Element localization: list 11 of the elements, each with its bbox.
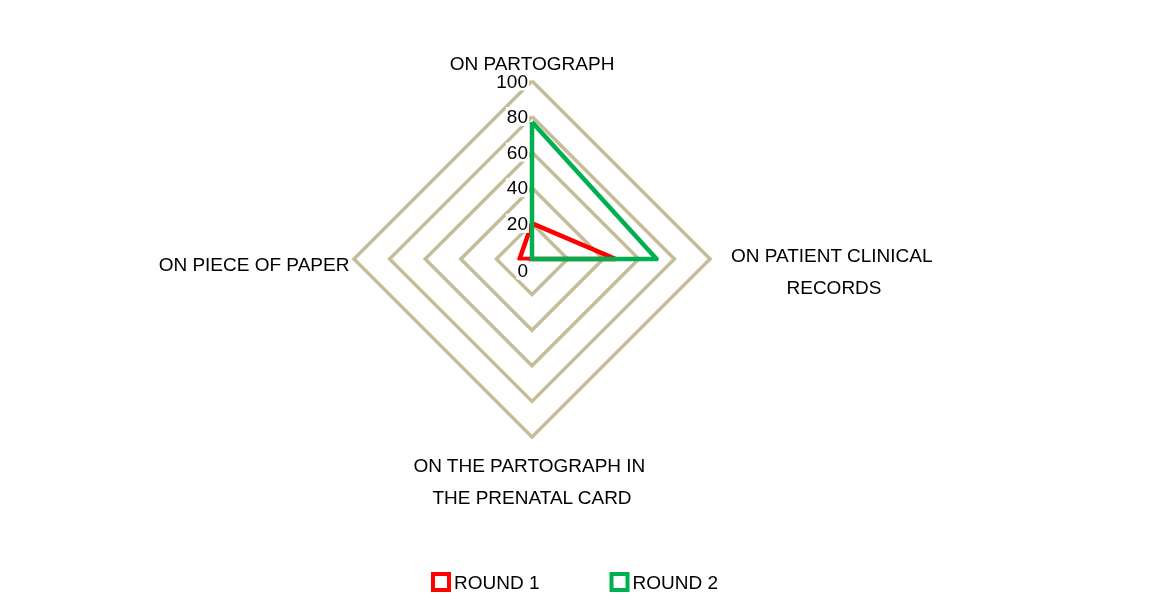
y-tick-label: 60	[506, 141, 528, 163]
spoke-label: ON PIECE OF PAPER	[158, 253, 350, 275]
legend-label: ROUND 2	[632, 571, 719, 593]
y-tick-label: 20	[506, 212, 528, 234]
y-tick-label: 40	[506, 177, 528, 199]
y-tick-label: 100	[496, 70, 528, 92]
spoke-label: ON THE PARTOGRAPH IN THE PRENATAL CARD	[413, 454, 651, 508]
y-tick-label: 80	[506, 106, 528, 128]
y-tick-label: 0	[517, 259, 528, 281]
legend-label: ROUND 1	[453, 571, 540, 593]
spoke-label: ON PATIENT CLINICAL RECORDS	[730, 244, 938, 298]
